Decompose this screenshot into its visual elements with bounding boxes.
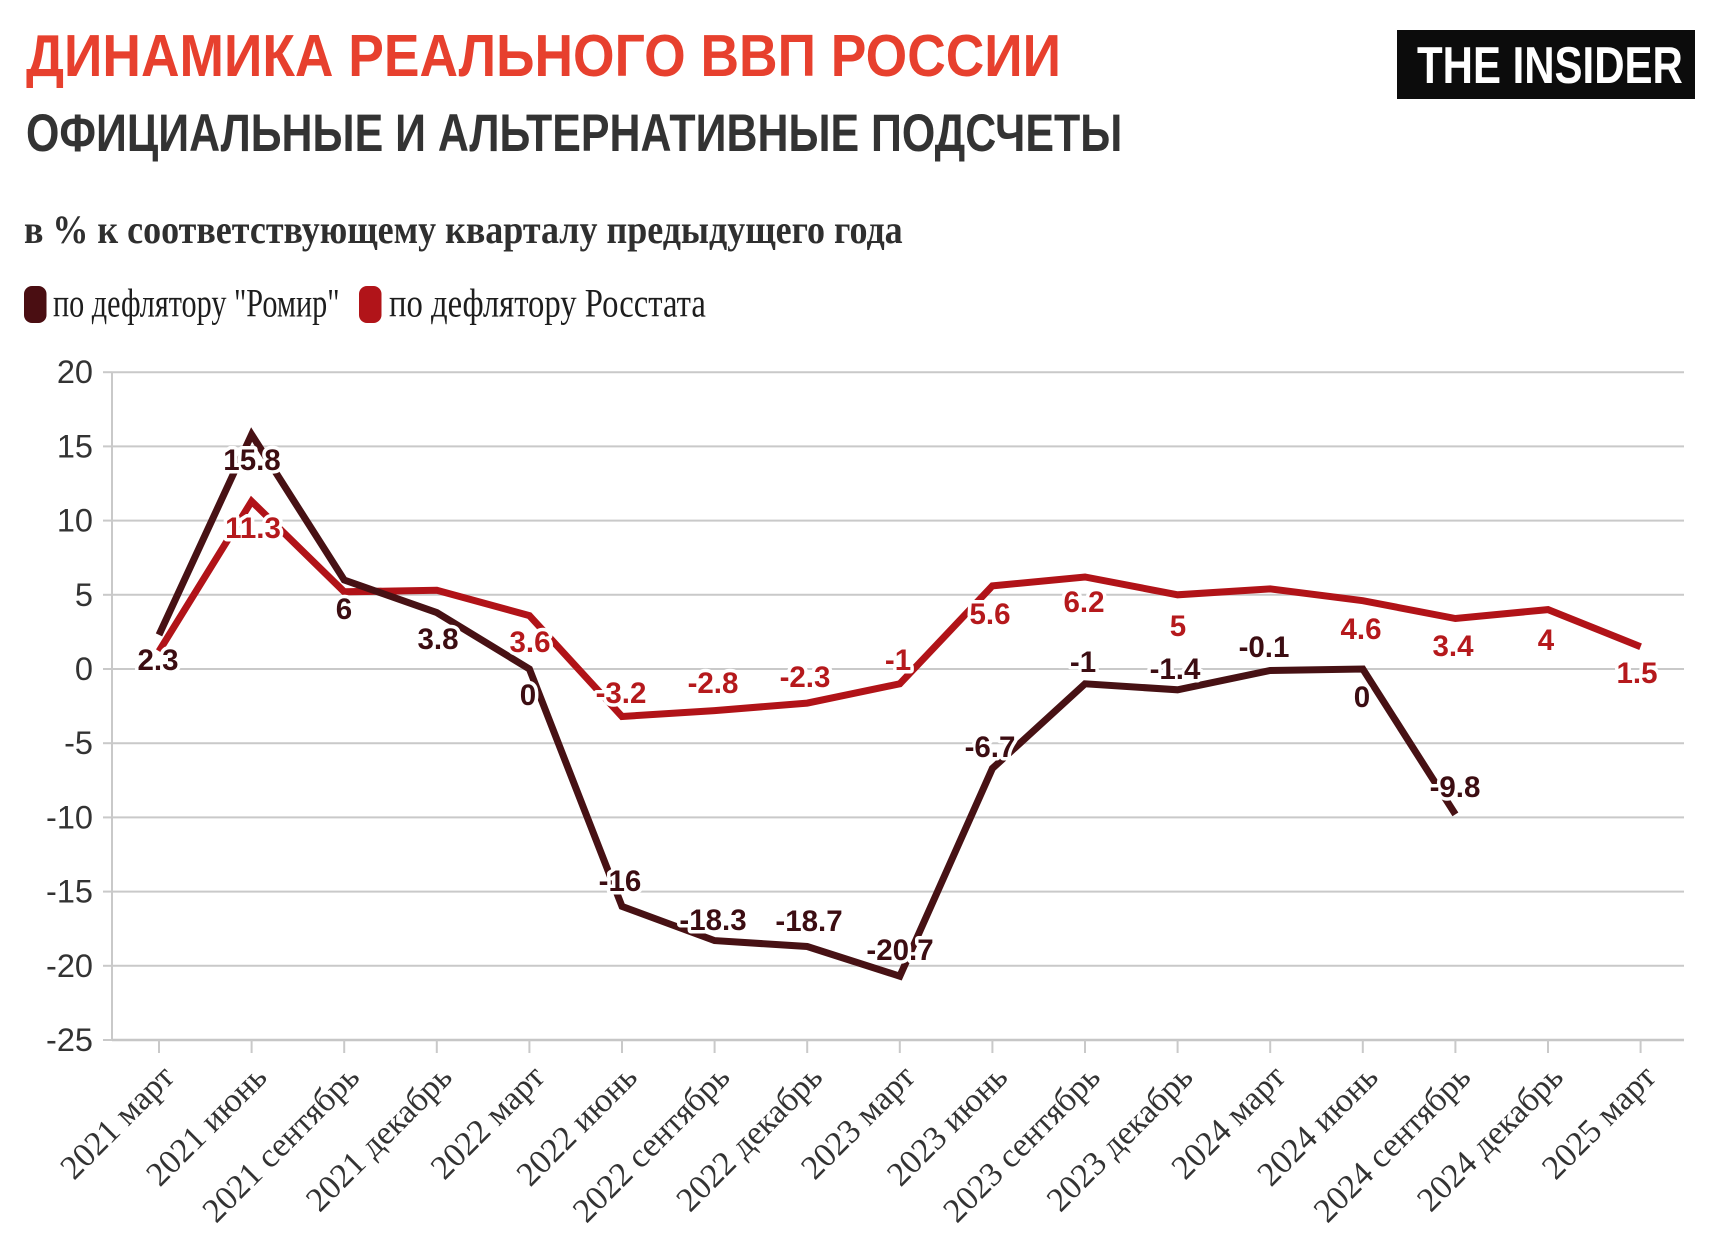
svg-text:-15: -15 [46, 874, 93, 910]
svg-text:-18.3: -18.3 [679, 904, 746, 937]
svg-text:-2.8: -2.8 [688, 667, 739, 700]
svg-text:-0.1: -0.1 [1239, 631, 1290, 664]
svg-text:в % к соответствующему квартал: в % к соответствующему кварталу предыдущ… [24, 208, 903, 252]
svg-text:-16: -16 [599, 865, 642, 898]
svg-text:15.8: 15.8 [223, 444, 280, 477]
svg-text:5.6: 5.6 [969, 598, 1010, 631]
svg-text:-1.4: -1.4 [1150, 653, 1201, 686]
svg-text:-2.3: -2.3 [780, 661, 831, 694]
svg-text:-18.7: -18.7 [775, 905, 842, 938]
svg-text:5: 5 [75, 577, 93, 613]
svg-text:-6.7: -6.7 [965, 731, 1016, 764]
svg-text:-10: -10 [46, 799, 93, 835]
svg-text:3.6: 3.6 [509, 626, 550, 659]
svg-text:-1: -1 [885, 644, 911, 677]
svg-text:ОФИЦИАЛЬНЫЕ И АЛЬТЕРНАТИВНЫЕ П: ОФИЦИАЛЬНЫЕ И АЛЬТЕРНАТИВНЫЕ ПОДСЧЕТЫ [26, 104, 1122, 163]
svg-text:1.5: 1.5 [1616, 657, 1657, 690]
svg-text:-9.8: -9.8 [1430, 771, 1481, 804]
svg-text:5: 5 [1170, 610, 1186, 643]
svg-text:-5: -5 [64, 725, 93, 761]
svg-text:20: 20 [57, 354, 93, 390]
svg-text:-20: -20 [46, 948, 93, 984]
svg-text:по дефлятору "Ромир": по дефлятору "Ромир" [53, 280, 340, 325]
svg-text:-25: -25 [46, 1022, 93, 1058]
svg-text:ДИНАМИКА РЕАЛЬНОГО ВВП РОССИИ: ДИНАМИКА РЕАЛЬНОГО ВВП РОССИИ [26, 23, 1061, 89]
svg-text:3.4: 3.4 [1432, 630, 1474, 663]
svg-text:15: 15 [57, 428, 93, 464]
svg-text:-3.2: -3.2 [596, 677, 647, 710]
svg-text:11.3: 11.3 [225, 512, 281, 545]
svg-text:0: 0 [1354, 681, 1370, 714]
svg-text:4.6: 4.6 [1340, 613, 1381, 646]
svg-text:-20.7: -20.7 [866, 934, 933, 967]
svg-text:0: 0 [75, 651, 93, 687]
svg-text:по дефлятору Росстата: по дефлятору Росстата [389, 280, 706, 325]
svg-text:2.3: 2.3 [137, 644, 178, 677]
svg-text:3.8: 3.8 [417, 623, 458, 656]
svg-text:6.2: 6.2 [1063, 586, 1104, 619]
svg-text:6: 6 [336, 593, 352, 626]
svg-text:4: 4 [1538, 624, 1555, 657]
svg-text:10: 10 [57, 503, 93, 539]
svg-text:THE INSIDER: THE INSIDER [1417, 36, 1683, 94]
svg-text:-1: -1 [1070, 646, 1096, 679]
svg-text:0: 0 [520, 679, 536, 712]
